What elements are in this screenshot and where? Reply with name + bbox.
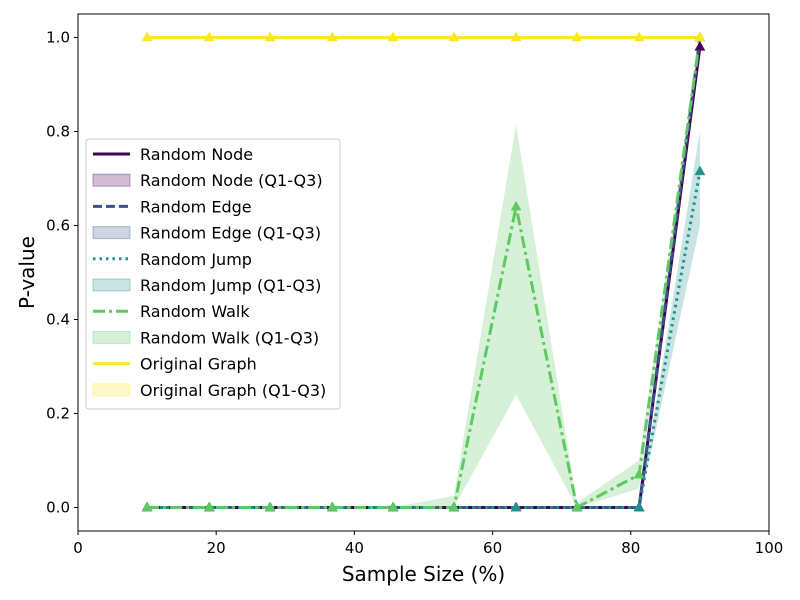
x-tick-label: 0 <box>73 539 83 557</box>
x-axis-ticks: 0 20 40 60 80 100 <box>73 531 783 557</box>
marker-series-3 <box>571 501 583 512</box>
y-tick-label: 0.8 <box>46 123 70 141</box>
legend-band-swatch <box>92 383 131 397</box>
y-axis-label: P-value <box>15 236 39 309</box>
series-lines <box>147 36 702 509</box>
marker-series-3 <box>510 200 522 211</box>
legend-band-swatch <box>92 330 131 344</box>
line-series-3 <box>147 37 702 509</box>
marker-series-4 <box>387 31 399 42</box>
legend-label: Random Node <box>140 145 253 164</box>
x-axis-label: Sample Size (%) <box>342 562 505 586</box>
legend-band-swatch <box>92 278 131 292</box>
marker-series-4 <box>694 31 706 42</box>
marker-series-4 <box>633 31 645 42</box>
y-tick-label: 0.0 <box>46 499 70 517</box>
y-tick-label: 0.4 <box>46 311 70 329</box>
marker-series-4 <box>571 31 583 42</box>
marker-series-3 <box>387 501 399 512</box>
legend-label: Random Jump <box>140 250 252 269</box>
legend-label: Random Node (Q1-Q3) <box>140 171 323 190</box>
marker-series-0 <box>694 40 706 51</box>
legend-box <box>85 138 341 410</box>
marker-series-4 <box>510 31 522 42</box>
marker-series-4 <box>264 31 276 42</box>
legend-band-swatch <box>92 226 131 240</box>
x-tick-label: 60 <box>483 539 502 557</box>
legend-label: Random Edge <box>140 197 252 216</box>
y-tick-label: 0.6 <box>46 217 70 235</box>
plot-frame <box>77 13 770 532</box>
marker-series-3 <box>203 501 215 512</box>
y-tick-label: 0.2 <box>46 405 70 423</box>
marker-series-3 <box>448 501 460 512</box>
legend-label: Random Walk (Q1-Q3) <box>140 328 319 347</box>
marker-series-4 <box>203 31 215 42</box>
y-axis-ticks: 0.0 0.2 0.4 0.6 0.8 1.0 <box>46 29 78 517</box>
marker-series-4 <box>141 31 153 42</box>
legend-band-swatch <box>92 173 131 187</box>
x-tick-label: 40 <box>345 539 364 557</box>
legend-label: Random Walk <box>140 302 250 321</box>
series-markers <box>141 31 706 512</box>
marker-series-3 <box>633 468 645 479</box>
legend-label: Original Graph (Q1-Q3) <box>140 381 326 400</box>
legend-label: Random Edge (Q1-Q3) <box>140 224 321 243</box>
marker-series-3 <box>326 501 338 512</box>
marker-series-3 <box>264 501 276 512</box>
legend-label: Original Graph <box>140 355 257 374</box>
marker-series-3 <box>141 501 153 512</box>
y-tick-label: 1.0 <box>46 29 70 47</box>
marker-series-2 <box>694 165 706 176</box>
x-tick-label: 100 <box>755 539 784 557</box>
marker-series-4 <box>326 31 338 42</box>
marker-series-4 <box>448 31 460 42</box>
x-tick-label: 20 <box>207 539 226 557</box>
marker-series-2 <box>633 501 645 512</box>
marker-series-2 <box>510 501 522 512</box>
legend-label: Random Jump (Q1-Q3) <box>140 276 321 295</box>
x-tick-label: 80 <box>621 539 640 557</box>
legend: Random Node Random Node (Q1-Q3) Random Edg… <box>85 138 341 410</box>
